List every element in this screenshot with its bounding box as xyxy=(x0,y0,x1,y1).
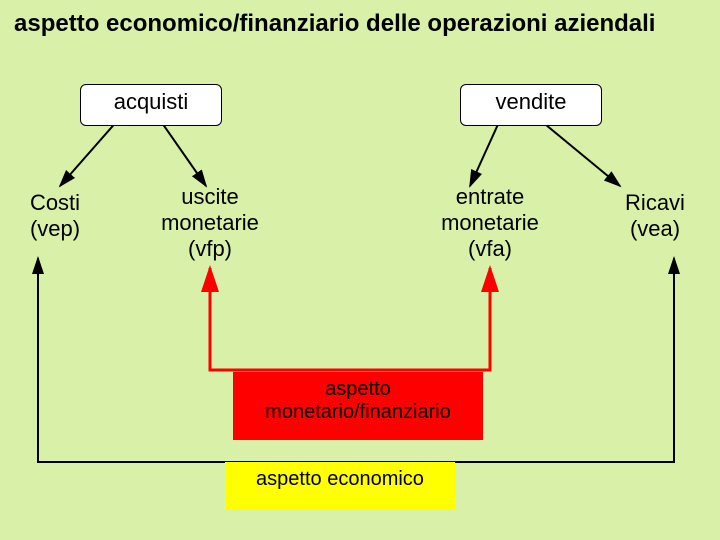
connector-layer xyxy=(0,0,720,540)
node-costi: Costi (vep) xyxy=(5,190,105,250)
node-entrate-line3: (vfa) xyxy=(420,236,560,262)
node-uscite-line2: monetarie xyxy=(140,210,280,236)
node-entrate-line1: entrate xyxy=(420,184,560,210)
node-costi-line1: Costi xyxy=(5,190,105,216)
node-acquisti: acquisti xyxy=(80,84,222,126)
node-monfin-line1: aspetto xyxy=(243,378,473,401)
node-entrate: entrate monetarie (vfa) xyxy=(420,184,560,264)
node-uscite: uscite monetarie (vfp) xyxy=(140,184,280,264)
diagram-stage: { "canvas": { "w": 720, "h": 540, "bg": … xyxy=(0,0,720,540)
page-title: aspetto economico/finanziario delle oper… xyxy=(14,10,720,38)
node-costi-line2: (vep) xyxy=(5,216,105,242)
node-monfin-line2: monetario/finanziario xyxy=(243,401,473,424)
node-uscite-line1: uscite xyxy=(140,184,280,210)
node-entrate-line2: monetarie xyxy=(420,210,560,236)
node-uscite-line3: (vfp) xyxy=(140,236,280,262)
node-ricavi-line1: Ricavi xyxy=(600,190,710,216)
node-vendite: vendite xyxy=(460,84,602,126)
node-ricavi-line2: (vea) xyxy=(600,216,710,242)
node-ricavi: Ricavi (vea) xyxy=(600,190,710,250)
node-aspetto-economico: aspetto economico xyxy=(225,462,455,510)
node-aspetto-monetario-finanziario: aspetto monetario/finanziario xyxy=(233,372,483,440)
